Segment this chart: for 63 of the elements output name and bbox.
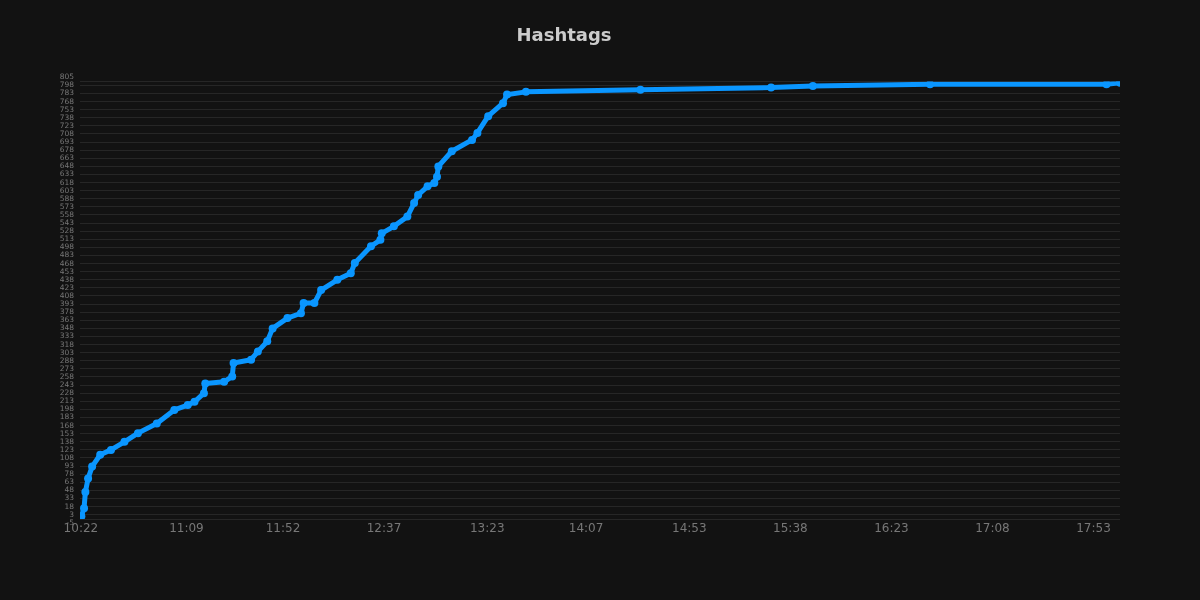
point: [473, 128, 482, 137]
point: [253, 347, 262, 356]
point: [106, 445, 115, 454]
x-tick-label: 17:08: [975, 521, 1010, 536]
point: [423, 182, 432, 191]
point: [636, 85, 645, 94]
point: [410, 199, 419, 208]
point: [503, 90, 512, 99]
chart-title: Hashtags: [516, 24, 612, 46]
point: [296, 309, 305, 318]
point: [430, 179, 439, 188]
point: [283, 314, 292, 323]
point: [183, 401, 192, 410]
point: [808, 81, 817, 90]
point: [247, 355, 256, 364]
point: [268, 324, 277, 333]
point: [433, 172, 441, 181]
point: [190, 397, 199, 406]
x-tick-label: 11:09: [169, 521, 204, 536]
point: [81, 488, 90, 496]
point: [499, 99, 508, 108]
point: [447, 147, 456, 156]
point: [1102, 81, 1111, 89]
point: [521, 87, 530, 96]
point: [199, 389, 208, 398]
point: [299, 299, 308, 307]
point: [229, 358, 238, 367]
x-tick-label: 11:52: [265, 521, 301, 536]
point: [80, 504, 89, 513]
point: [317, 286, 326, 295]
point: [220, 377, 229, 386]
point: [88, 462, 97, 471]
x-tick-label: 16:23: [874, 521, 909, 536]
point: [96, 450, 105, 459]
x-tick-label: 13:23: [469, 521, 505, 536]
point: [152, 419, 161, 428]
point: [263, 337, 272, 346]
point: [484, 112, 493, 121]
point: [414, 191, 423, 199]
x-tick-label: 14:53: [672, 521, 707, 536]
point: [133, 429, 142, 438]
point: [310, 299, 319, 307]
point: [389, 222, 398, 231]
point: [201, 379, 210, 388]
x-tick-label: 14:07: [568, 521, 604, 536]
point: [366, 242, 375, 251]
x-tick-label: 15:38: [773, 521, 808, 536]
point: [926, 81, 935, 89]
point: [376, 235, 385, 244]
x-tick-label: 17:53: [1076, 521, 1111, 536]
point: [228, 372, 237, 381]
point: [350, 259, 359, 268]
point: [84, 474, 93, 483]
point: [403, 212, 412, 221]
point: [120, 437, 129, 446]
point: [333, 275, 342, 284]
point: [346, 269, 355, 278]
point: [468, 135, 477, 144]
point: [170, 405, 179, 414]
x-tick-label: 12:37: [366, 521, 402, 536]
point: [434, 162, 443, 171]
point: [377, 229, 386, 238]
point: [767, 83, 776, 92]
